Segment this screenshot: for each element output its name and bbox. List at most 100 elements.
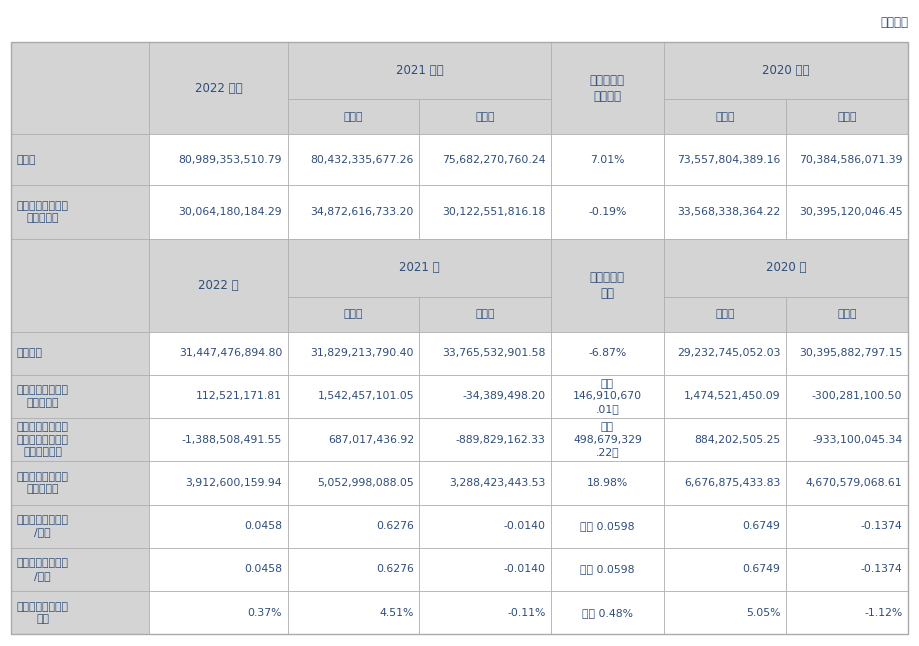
Text: 增加 0.0598: 增加 0.0598 <box>580 565 635 574</box>
Bar <box>419 134 551 185</box>
Text: 稀释每股收益（元
/股）: 稀释每股收益（元 /股） <box>17 558 69 581</box>
Bar <box>664 297 786 331</box>
Bar <box>11 331 150 375</box>
Text: 经营活动产生的现
金流量净额: 经营活动产生的现 金流量净额 <box>17 472 69 494</box>
Text: 归属于上市公司股
东的净利润: 归属于上市公司股 东的净利润 <box>17 385 69 408</box>
Bar <box>786 505 908 548</box>
Bar <box>664 591 786 634</box>
Bar <box>664 548 786 591</box>
Text: 30,395,120,046.45: 30,395,120,046.45 <box>799 207 902 217</box>
Bar <box>786 99 908 134</box>
Bar <box>664 461 786 505</box>
Bar <box>551 185 664 239</box>
Text: 33,765,532,901.58: 33,765,532,901.58 <box>442 348 546 358</box>
Text: 本年比上年
增减: 本年比上年 增减 <box>590 271 625 300</box>
Text: 0.6749: 0.6749 <box>743 521 780 531</box>
Text: 调整前: 调整前 <box>344 309 363 319</box>
Bar <box>11 42 150 134</box>
Text: 1,474,521,450.09: 1,474,521,450.09 <box>684 391 780 401</box>
Text: 0.0458: 0.0458 <box>244 521 282 531</box>
Text: 0.6749: 0.6749 <box>743 565 780 574</box>
Text: -0.0140: -0.0140 <box>504 565 546 574</box>
Bar <box>551 375 664 418</box>
Bar <box>551 418 664 461</box>
Bar <box>11 418 150 461</box>
Text: 归属于上市公司股
东的扣除非经常性
损益的净利润: 归属于上市公司股 东的扣除非经常性 损益的净利润 <box>17 422 69 457</box>
Bar <box>11 134 150 185</box>
Text: 调整前: 调整前 <box>715 112 734 121</box>
Bar <box>664 99 786 134</box>
Text: 本年末比上
年末增减: 本年末比上 年末增减 <box>590 74 625 103</box>
Bar <box>288 375 419 418</box>
Bar <box>150 418 288 461</box>
Bar <box>288 185 419 239</box>
Text: -1,388,508,491.55: -1,388,508,491.55 <box>182 435 282 444</box>
Text: -0.1374: -0.1374 <box>861 521 902 531</box>
Text: 调整前: 调整前 <box>715 309 734 319</box>
Text: 调整后: 调整后 <box>837 112 857 121</box>
Text: 调整后: 调整后 <box>475 309 495 319</box>
Text: 33,568,338,364.22: 33,568,338,364.22 <box>677 207 780 217</box>
Bar <box>150 461 288 505</box>
Text: 73,557,804,389.16: 73,557,804,389.16 <box>677 154 780 165</box>
Text: 1,542,457,101.05: 1,542,457,101.05 <box>317 391 414 401</box>
Text: -34,389,498.20: -34,389,498.20 <box>462 391 546 401</box>
Bar <box>150 505 288 548</box>
Bar <box>551 461 664 505</box>
Bar <box>664 375 786 418</box>
Text: 884,202,505.25: 884,202,505.25 <box>694 435 780 444</box>
Bar <box>786 185 908 239</box>
Text: 5.05%: 5.05% <box>746 608 780 618</box>
Text: 归属于上市公司股
东的净资产: 归属于上市公司股 东的净资产 <box>17 201 69 224</box>
Bar <box>11 548 150 591</box>
Bar <box>786 418 908 461</box>
Text: 30,395,882,797.15: 30,395,882,797.15 <box>800 348 902 358</box>
Bar <box>419 331 551 375</box>
Bar <box>786 375 908 418</box>
Text: 80,989,353,510.79: 80,989,353,510.79 <box>178 154 282 165</box>
Text: 0.6276: 0.6276 <box>376 565 414 574</box>
Bar <box>419 548 551 591</box>
Bar <box>288 42 551 99</box>
Bar <box>288 331 419 375</box>
Bar <box>551 331 664 375</box>
Bar <box>664 418 786 461</box>
Text: 0.37%: 0.37% <box>248 608 282 618</box>
Text: 31,447,476,894.80: 31,447,476,894.80 <box>179 348 282 358</box>
Bar <box>664 185 786 239</box>
Text: -889,829,162.33: -889,829,162.33 <box>456 435 546 444</box>
Bar <box>288 505 419 548</box>
Text: 4,670,579,068.61: 4,670,579,068.61 <box>806 478 902 488</box>
Bar <box>150 375 288 418</box>
Bar <box>419 591 551 634</box>
Text: -0.19%: -0.19% <box>588 207 627 217</box>
Text: -6.87%: -6.87% <box>588 348 627 358</box>
Bar <box>288 418 419 461</box>
Text: 3,912,600,159.94: 3,912,600,159.94 <box>186 478 282 488</box>
Text: 75,682,270,760.24: 75,682,270,760.24 <box>442 154 546 165</box>
Text: 6,676,875,433.83: 6,676,875,433.83 <box>684 478 780 488</box>
Text: 加权平均净资产收
益率: 加权平均净资产收 益率 <box>17 601 69 624</box>
Text: -1.12%: -1.12% <box>864 608 902 618</box>
Bar <box>288 591 419 634</box>
Bar <box>786 548 908 591</box>
Text: 基本每股收益（元
/股）: 基本每股收益（元 /股） <box>17 515 69 537</box>
Text: 调整后: 调整后 <box>475 112 495 121</box>
Bar <box>150 548 288 591</box>
Text: 34,872,616,733.20: 34,872,616,733.20 <box>311 207 414 217</box>
Text: 2022 年: 2022 年 <box>199 279 239 292</box>
Text: 营业收入: 营业收入 <box>17 348 42 358</box>
Bar <box>786 331 908 375</box>
Text: 31,829,213,790.40: 31,829,213,790.40 <box>311 348 414 358</box>
Bar <box>288 134 419 185</box>
Bar <box>150 239 288 331</box>
Text: 增加 0.0598: 增加 0.0598 <box>580 521 635 531</box>
Bar <box>11 505 150 548</box>
Text: 2020 年: 2020 年 <box>766 262 806 275</box>
Bar <box>664 331 786 375</box>
Bar <box>11 185 150 239</box>
Bar <box>150 591 288 634</box>
Bar <box>419 505 551 548</box>
Text: 4.51%: 4.51% <box>380 608 414 618</box>
Text: 30,122,551,816.18: 30,122,551,816.18 <box>442 207 546 217</box>
